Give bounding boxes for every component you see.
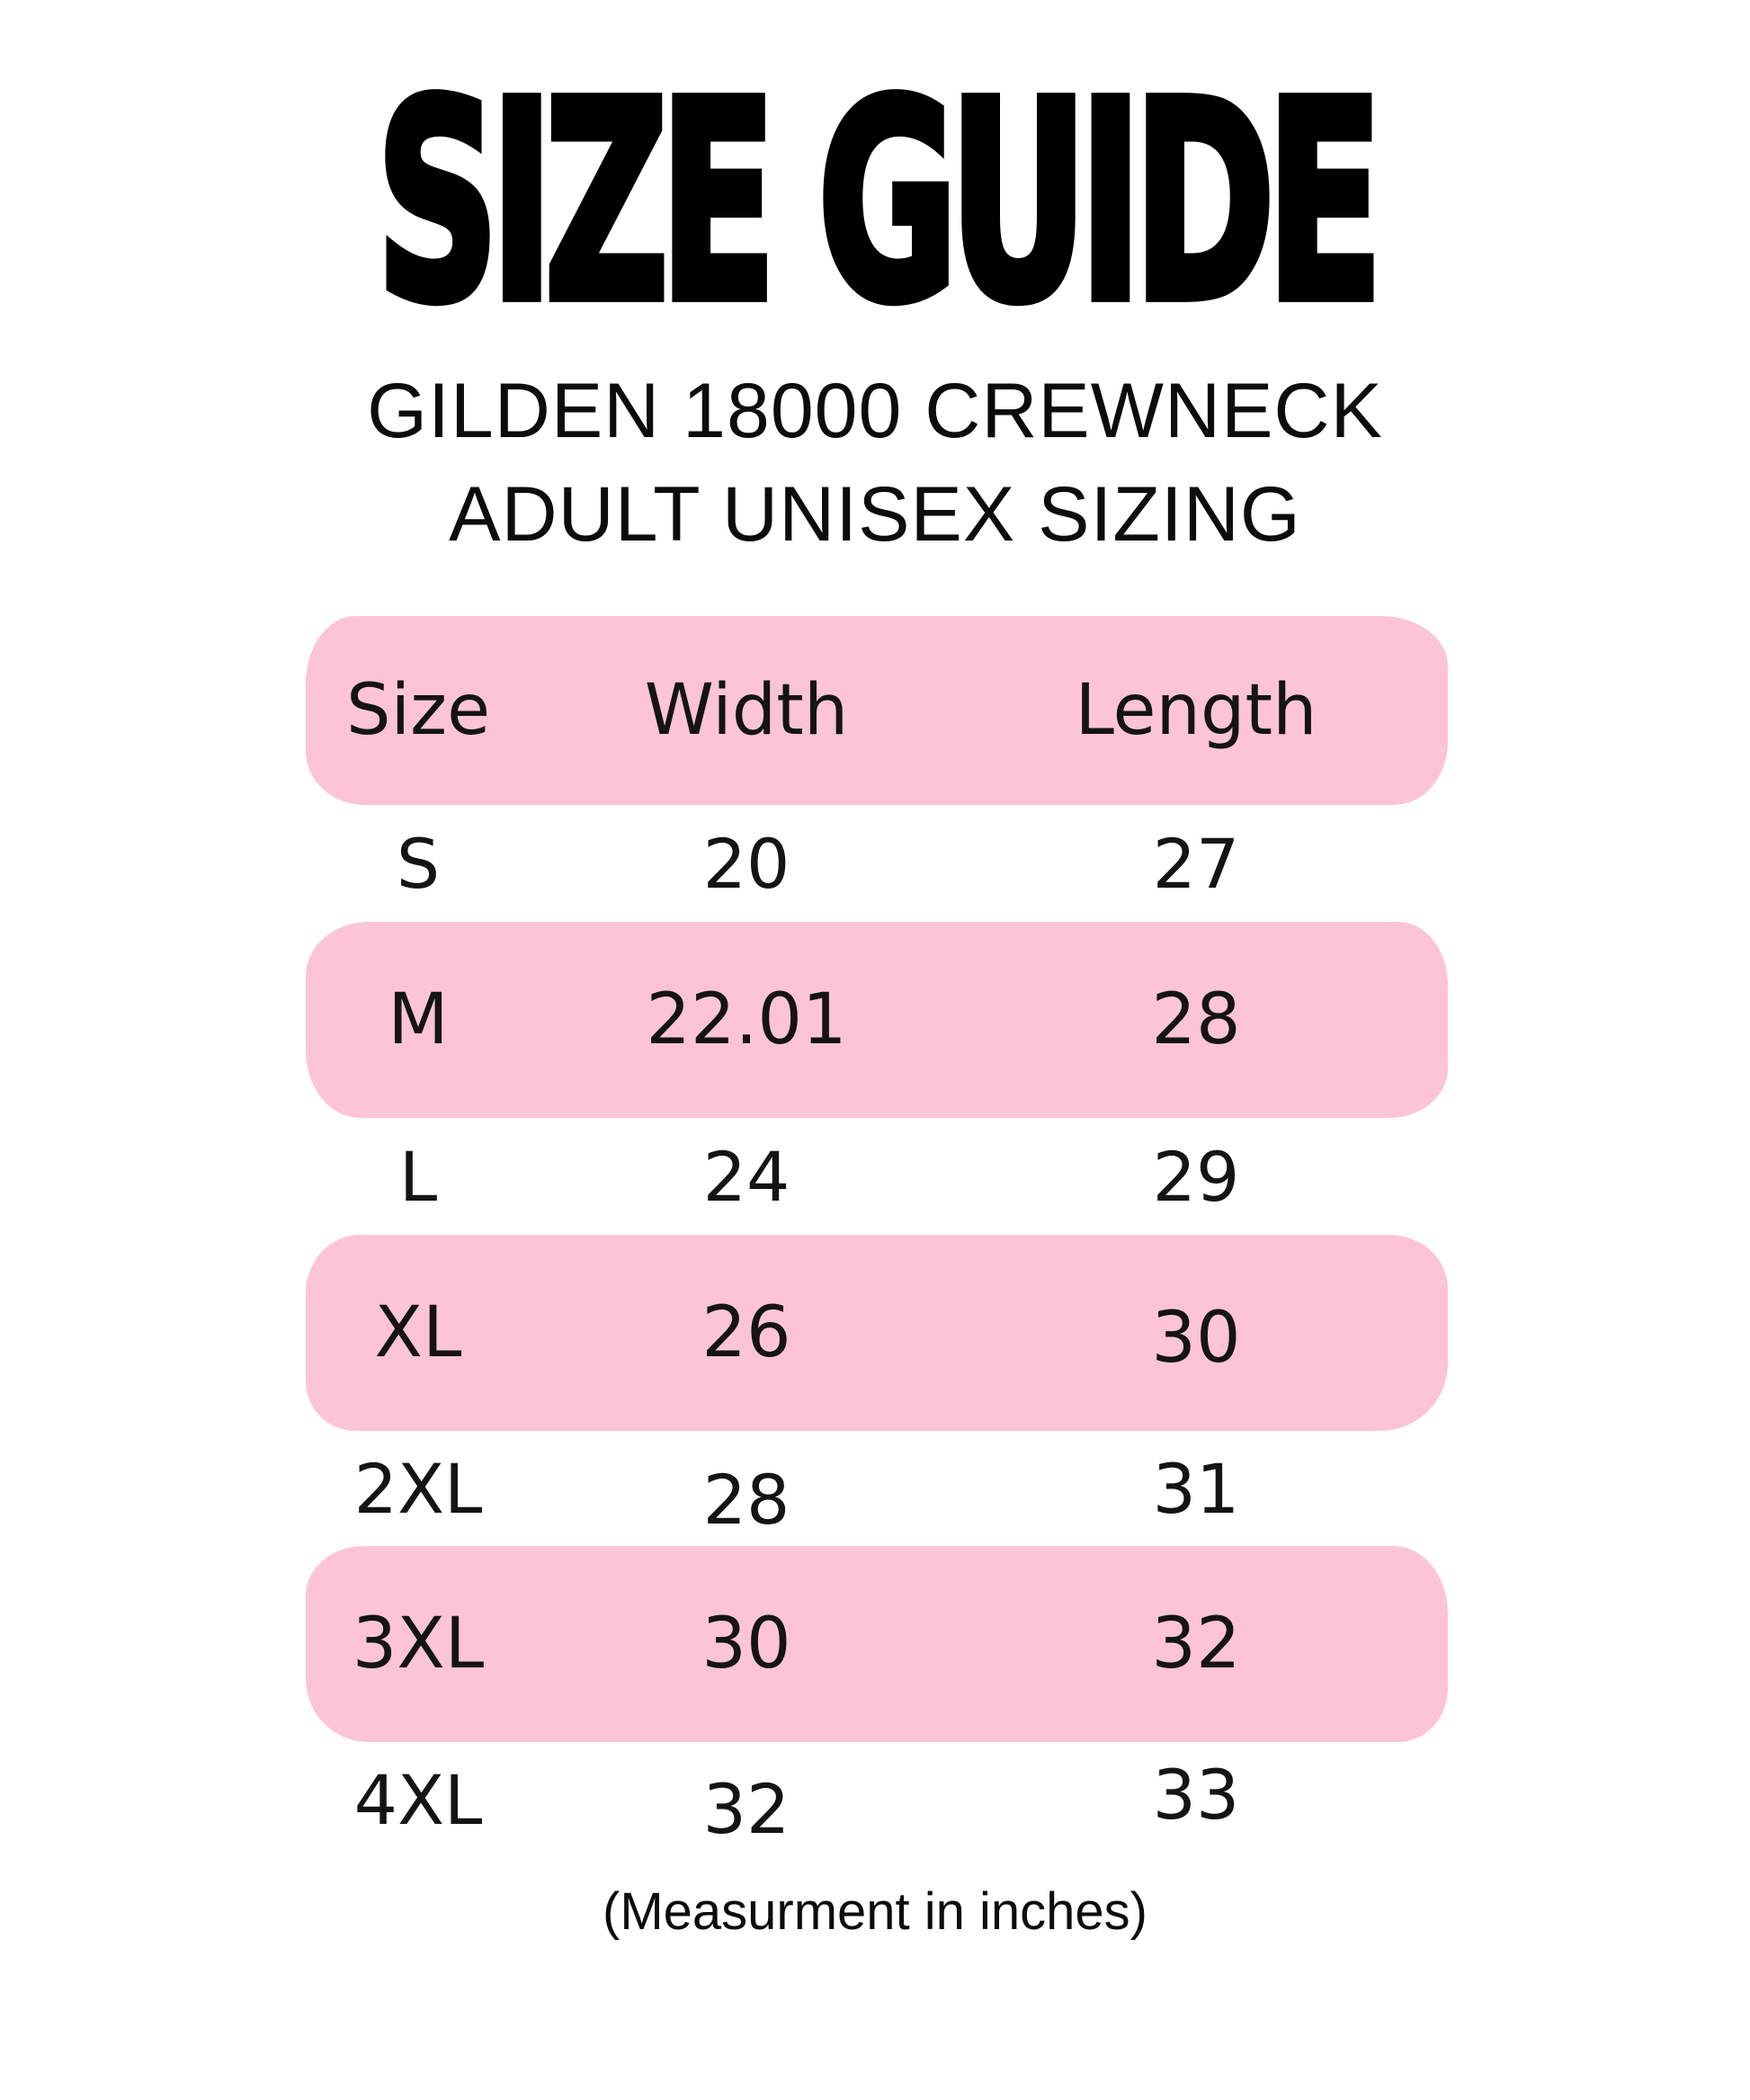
length-cell: 30	[1151, 1298, 1241, 1379]
subtitle-line-1: GILDEN 18000 CREWNECK	[367, 368, 1383, 454]
size-table: Size Width Length S 20 27 M 22.01 28 L 2…	[306, 616, 1448, 1857]
header-cell-length: Length	[1075, 670, 1317, 751]
length-cell: 29	[1152, 1136, 1240, 1217]
width-cell: 24	[702, 1136, 790, 1217]
size-cell: L	[398, 1136, 438, 1217]
width-cell: 20	[702, 823, 790, 904]
page-title-text: SIZE GUIDE	[373, 39, 1387, 367]
size-cell: 4XL	[353, 1759, 483, 1840]
subtitle-line-2: ADULT UNISEX SIZING	[449, 471, 1301, 558]
size-cell: 3XL	[352, 1604, 485, 1684]
header-cell-width: Width	[644, 670, 849, 751]
length-cell: 33	[1152, 1754, 1240, 1835]
width-cell: 22.01	[646, 979, 847, 1060]
width-cell: 26	[701, 1292, 791, 1373]
table-row: 4XL 32 33	[306, 1742, 1448, 1857]
table-row: 2XL 28 31	[306, 1431, 1448, 1546]
length-cell: 32	[1151, 1604, 1241, 1684]
size-cell: M	[388, 979, 449, 1060]
table-row: XL 26 30	[306, 1235, 1448, 1431]
width-cell: 30	[701, 1604, 791, 1684]
width-cell: 32	[702, 1768, 790, 1849]
width-cell: 28	[702, 1459, 790, 1540]
length-cell: 31	[1152, 1448, 1240, 1529]
measurement-note: (Measurment in inches)	[603, 1882, 1147, 1941]
table-row: 3XL 30 32	[306, 1546, 1448, 1742]
length-cell: 28	[1151, 979, 1241, 1060]
table-row: M 22.01 28	[306, 922, 1448, 1118]
header-cell-size: Size	[345, 670, 491, 751]
size-cell: S	[396, 823, 441, 904]
size-cell: XL	[374, 1292, 462, 1373]
size-cell: 2XL	[353, 1448, 483, 1529]
table-header-row: Size Width Length	[306, 616, 1448, 805]
page-title: SIZE GUIDE	[0, 39, 1750, 367]
subtitle: GILDEN 18000 CREWNECK ADULT UNISEX SIZIN…	[0, 360, 1750, 567]
table-row: S 20 27	[306, 805, 1448, 922]
table-row: L 24 29	[306, 1118, 1448, 1235]
length-cell: 27	[1152, 823, 1240, 904]
